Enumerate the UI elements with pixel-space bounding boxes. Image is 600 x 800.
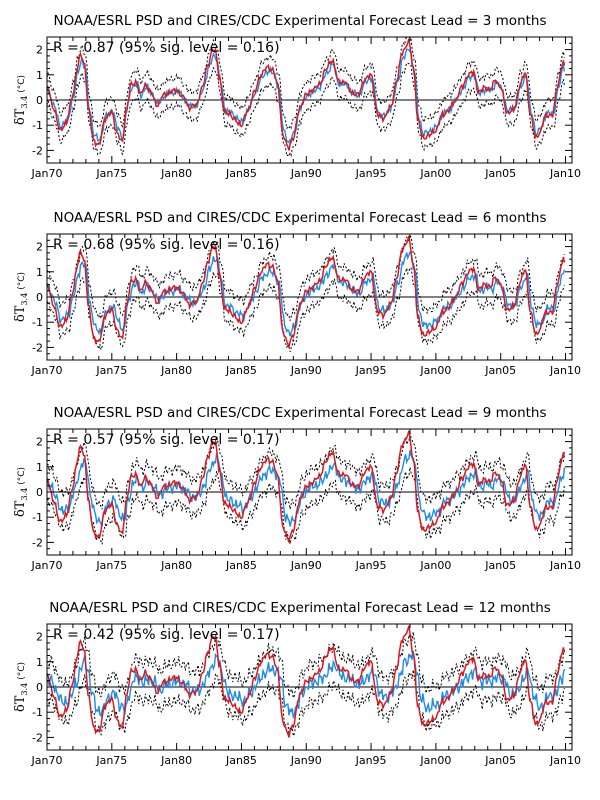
observed-series	[46, 235, 566, 348]
y-tick-label: 1	[36, 266, 43, 279]
x-tick-label: Jan00	[419, 754, 451, 767]
x-tick-label: Jan85	[225, 754, 257, 767]
spread-lower-series	[46, 62, 565, 158]
y-tick-label: 1	[36, 69, 43, 82]
forecast-panel-lead-3: NOAA/ESRL PSD and CIRES/CDC Experimental…	[13, 13, 581, 180]
x-tick-label: Jan00	[419, 167, 451, 180]
x-tick-label: Jan10	[549, 754, 581, 767]
observed-series	[46, 625, 566, 738]
x-tick-label: Jan90	[290, 754, 322, 767]
x-tick-label: Jan85	[225, 559, 257, 572]
y-tick-label: -2	[32, 144, 43, 157]
x-tick-label: Jan70	[31, 364, 63, 377]
forecast-panel-lead-6: NOAA/ESRL PSD and CIRES/CDC Experimental…	[13, 210, 581, 377]
y-tick-label: -2	[32, 731, 43, 744]
forecast-series	[46, 650, 566, 720]
x-tick-label: Jan00	[419, 364, 451, 377]
x-tick-label: Jan80	[160, 559, 192, 572]
spread-lower-series	[46, 267, 565, 353]
spread-lower-series	[46, 669, 565, 738]
x-tick-label: Jan05	[484, 559, 516, 572]
x-tick-label: Jan95	[355, 364, 387, 377]
y-tick-label: 1	[36, 461, 43, 474]
observed-series	[46, 430, 566, 543]
x-tick-label: Jan70	[31, 559, 63, 572]
x-tick-label: Jan05	[484, 364, 516, 377]
y-tick-label: -2	[32, 341, 43, 354]
y-tick-label: 1	[36, 656, 43, 669]
y-tick-label: 2	[36, 631, 43, 644]
spread-lower-series	[46, 467, 565, 545]
y-tick-label: -1	[32, 119, 43, 132]
panel-title: NOAA/ESRL PSD and CIRES/CDC Experimental…	[53, 13, 546, 29]
x-tick-label: Jan85	[225, 364, 257, 377]
spread-upper-series	[46, 631, 565, 700]
x-tick-label: Jan75	[95, 364, 127, 377]
observed-series	[46, 38, 566, 151]
y-tick-label: 2	[36, 241, 43, 254]
panel-title: NOAA/ESRL PSD and CIRES/CDC Experimental…	[53, 210, 546, 226]
x-tick-label: Jan10	[549, 167, 581, 180]
y-tick-label: 0	[36, 291, 43, 304]
x-tick-label: Jan90	[290, 167, 322, 180]
y-tick-label: 0	[36, 94, 43, 107]
forecast-panel-lead-12: NOAA/ESRL PSD and CIRES/CDC Experimental…	[13, 600, 581, 767]
x-tick-label: Jan80	[160, 167, 192, 180]
x-tick-label: Jan90	[290, 559, 322, 572]
y-tick-label: 2	[36, 436, 43, 449]
x-tick-label: Jan05	[484, 754, 516, 767]
y-tick-label: -1	[32, 316, 43, 329]
correlation-annotation: R = 0.42 (95% sig. level = 0.17)	[53, 627, 280, 643]
x-tick-label: Jan75	[95, 167, 127, 180]
x-tick-label: Jan95	[355, 559, 387, 572]
y-tick-label: -2	[32, 536, 43, 549]
x-tick-label: Jan85	[225, 167, 257, 180]
x-tick-label: Jan10	[549, 364, 581, 377]
x-tick-label: Jan75	[95, 754, 127, 767]
correlation-annotation: R = 0.68 (95% sig. level = 0.16)	[53, 237, 280, 253]
x-tick-label: Jan90	[290, 364, 322, 377]
forecast-series	[46, 449, 566, 527]
x-tick-label: Jan75	[95, 559, 127, 572]
y-tick-label: 2	[36, 44, 43, 57]
x-tick-label: Jan95	[355, 754, 387, 767]
x-tick-label: Jan10	[549, 559, 581, 572]
x-tick-label: Jan80	[160, 364, 192, 377]
x-tick-label: Jan00	[419, 559, 451, 572]
x-tick-label: Jan05	[484, 167, 516, 180]
spread-upper-series	[46, 432, 565, 510]
x-tick-label: Jan70	[31, 754, 63, 767]
y-axis-label: δT3.4(°C)	[13, 662, 29, 712]
x-tick-label: Jan80	[160, 754, 192, 767]
y-tick-label: 0	[36, 486, 43, 499]
x-tick-label: Jan70	[31, 167, 63, 180]
y-axis-label: δT3.4(°C)	[13, 467, 29, 517]
y-axis-label: δT3.4(°C)	[13, 272, 29, 322]
forecast-series	[46, 251, 566, 337]
panel-title: NOAA/ESRL PSD and CIRES/CDC Experimental…	[49, 600, 551, 616]
x-tick-label: Jan95	[355, 167, 387, 180]
correlation-annotation: R = 0.87 (95% sig. level = 0.16)	[53, 40, 280, 56]
forecast-panel-lead-9: NOAA/ESRL PSD and CIRES/CDC Experimental…	[13, 405, 581, 572]
spread-upper-series	[46, 235, 565, 321]
y-axis-label: δT3.4(°C)	[13, 75, 29, 125]
panel-title: NOAA/ESRL PSD and CIRES/CDC Experimental…	[53, 405, 546, 421]
y-tick-label: -1	[32, 706, 43, 719]
correlation-annotation: R = 0.57 (95% sig. level = 0.17)	[53, 432, 280, 448]
y-tick-label: 0	[36, 681, 43, 694]
y-tick-label: -1	[32, 511, 43, 524]
